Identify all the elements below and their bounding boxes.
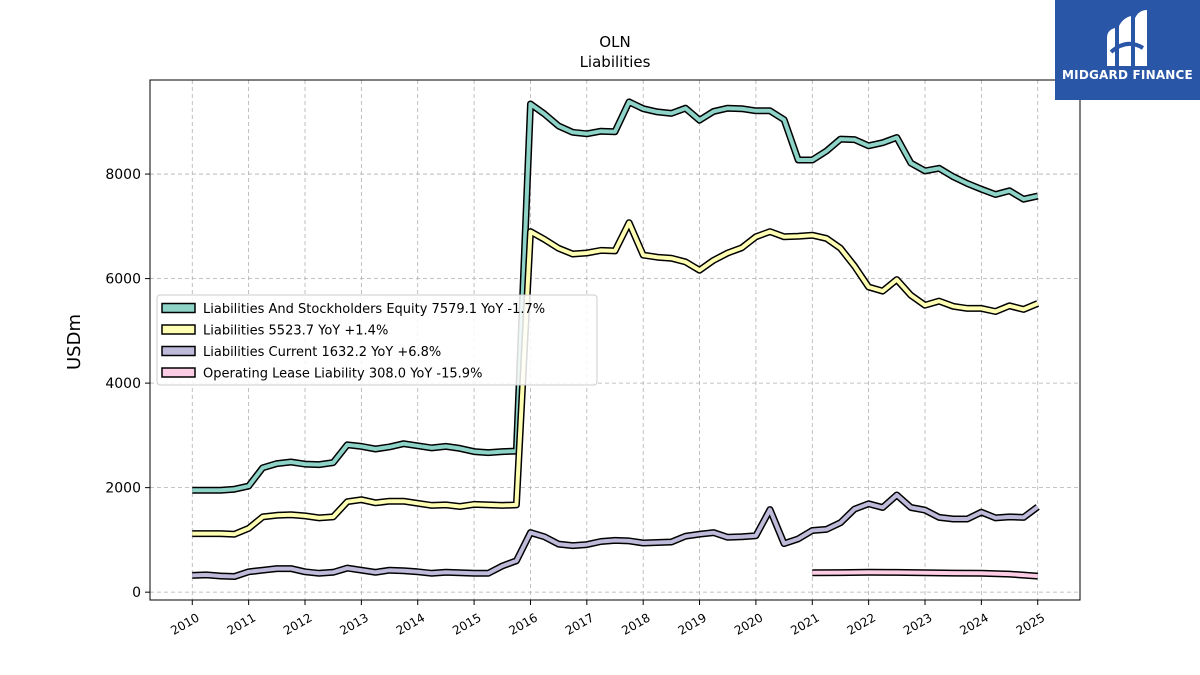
series-line	[192, 220, 1039, 537]
x-tick-label: 2020	[732, 610, 765, 637]
midgard-finance-logo: MIDGARD FINANCE	[1055, 0, 1200, 100]
y-tick-label: 2000	[105, 481, 141, 497]
chart-title: OLN	[599, 33, 630, 51]
legend-entry: Liabilities Current 1632.2 YoY +6.8%	[203, 345, 441, 360]
x-tick-label: 2019	[676, 610, 709, 637]
x-tick-label: 2012	[281, 610, 314, 637]
x-tick-label: 2013	[337, 610, 370, 637]
x-tick-label: 2023	[901, 610, 934, 637]
legend-swatch	[161, 367, 196, 378]
legend-box	[156, 294, 598, 386]
x-tick-label: 2011	[225, 610, 258, 637]
x-tick-label: 2014	[394, 610, 427, 637]
chart-subtitle: Liabilities	[580, 53, 651, 71]
x-tick-label: 2025	[1014, 610, 1047, 637]
legend-entry: Liabilities And Stockholders Equity 7579…	[203, 302, 545, 317]
y-tick-label: 4000	[105, 376, 141, 392]
x-tick-label: 2010	[168, 610, 201, 637]
series-line	[192, 99, 1039, 493]
legend: Liabilities And Stockholders Equity 7579…	[156, 294, 598, 386]
y-tick-label: 6000	[105, 272, 141, 288]
x-tick-label: 2021	[788, 610, 821, 637]
legend-swatch	[161, 345, 196, 357]
series-group	[192, 98, 1040, 580]
legend-entry: Operating Lease Liability 308.0 YoY -15.…	[203, 367, 482, 382]
y-axis: 0 2000 4000 6000 8000	[105, 167, 150, 601]
series-line	[812, 570, 1038, 579]
legend-entry: Liabilities 5523.7 YoY +1.4%	[203, 324, 388, 339]
y-tick-label: 0	[132, 585, 141, 601]
legend-swatch	[161, 302, 196, 314]
x-tick-label: 2017	[563, 610, 596, 637]
logo-text: MIDGARD FINANCE	[1062, 68, 1193, 82]
y-tick-label: 8000	[105, 167, 141, 183]
x-tick-label: 2022	[845, 610, 878, 637]
x-axis: 2010 2011 2012 2013 2014 2015 2016 2017 2018 2019…	[168, 600, 1047, 638]
x-tick-label: 2024	[957, 610, 990, 637]
logo-mark-icon	[1107, 10, 1147, 66]
x-tick-label: 2015	[450, 610, 483, 637]
series-line	[192, 493, 1039, 579]
x-tick-label: 2016	[507, 610, 540, 637]
legend-swatch	[161, 324, 196, 335]
plot-frame	[149, 79, 1081, 601]
x-tick-label: 2018	[619, 610, 652, 637]
y-axis-label: USDm	[64, 314, 85, 370]
